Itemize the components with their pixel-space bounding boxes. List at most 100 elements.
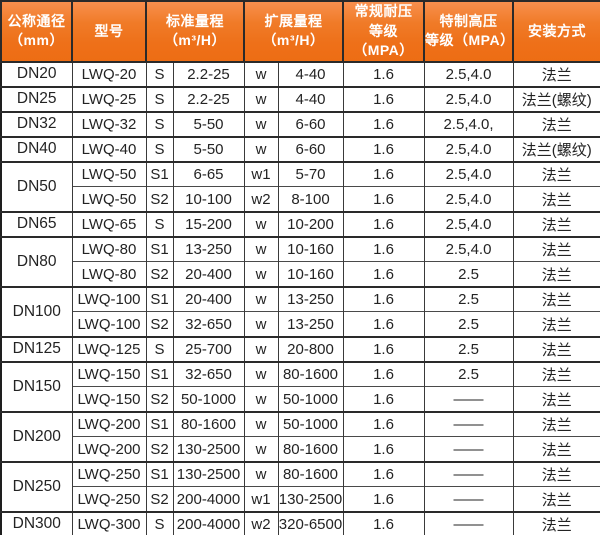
table-row: LWQ-150 S2 50-1000 w 50-1000 1.6 —— 法兰 (1, 386, 600, 412)
cell-pressure: 1.6 (342, 135, 425, 162)
cell-high-pressure: —— (423, 436, 514, 462)
cell-std-label: S (145, 510, 174, 535)
cell-pressure: 1.6 (342, 436, 425, 462)
cell-std-range: 10-100 (172, 186, 245, 212)
cell-high-pressure: 2.5,4.0 (423, 60, 514, 87)
cell-dn: DN300 (0, 510, 73, 535)
cell-std-label: S1 (145, 360, 174, 387)
table-row: LWQ-200 S2 130-2500 w 80-1600 1.6 —— 法兰 (1, 436, 600, 462)
cell-pressure: 1.6 (342, 186, 425, 212)
cell-pressure: 1.6 (342, 235, 425, 262)
cell-model: LWQ-65 (71, 210, 147, 237)
header-high-pressure-rating: 特制高压 等级（MPA） (423, 0, 514, 63)
cell-model: LWQ-100 (71, 285, 147, 312)
cell-pressure: 1.6 (342, 110, 425, 137)
cell-ext-label: w2 (243, 186, 279, 212)
cell-ext-range: 10-200 (277, 210, 344, 237)
cell-model: LWQ-25 (71, 85, 147, 112)
table-row: DN80 LWQ-80 S1 13-250 w 10-160 1.6 2.5,4… (0, 235, 600, 287)
cell-ext-range: 50-1000 (277, 386, 344, 412)
cell-std-label: S1 (145, 410, 174, 437)
cell-mount: 法兰 (512, 60, 600, 87)
table-row: LWQ-80 S2 20-400 w 10-160 1.6 2.5 法兰 (1, 261, 600, 287)
cell-pressure: 1.6 (342, 60, 425, 87)
cell-mount: 法兰(螺纹) (512, 135, 600, 162)
cell-mount: 法兰 (512, 510, 600, 535)
cell-std-range: 25-700 (172, 335, 245, 362)
cell-high-pressure: 2.5,4.0 (423, 135, 514, 162)
cell-dn: DN200 (0, 410, 73, 462)
cell-mount: 法兰 (512, 186, 600, 212)
cell-ext-range: 13-250 (277, 285, 344, 312)
cell-std-label: S1 (145, 160, 174, 187)
cell-model: LWQ-250 (71, 486, 147, 512)
cell-high-pressure: 2.5 (423, 285, 514, 312)
cell-ext-label: w1 (243, 486, 279, 512)
cell-ext-label: w (243, 311, 279, 337)
cell-ext-label: w1 (243, 160, 279, 187)
cell-model: LWQ-50 (71, 160, 147, 187)
cell-std-label: S1 (145, 235, 174, 262)
cell-std-range: 130-2500 (172, 460, 245, 487)
cell-std-range: 13-250 (172, 235, 245, 262)
cell-mount: 法兰 (512, 460, 600, 487)
cell-ext-range: 320-6500 (277, 510, 344, 535)
cell-pressure: 1.6 (342, 160, 425, 187)
cell-mount: 法兰 (512, 235, 600, 262)
table-row: DN200 LWQ-200 S1 80-1600 w 50-1000 1.6 —… (0, 410, 600, 462)
cell-pressure: 1.6 (342, 386, 425, 412)
cell-dn: DN150 (0, 360, 73, 412)
cell-pressure: 1.6 (342, 261, 425, 287)
cell-std-label: S1 (145, 460, 174, 487)
cell-ext-range: 13-250 (277, 311, 344, 337)
cell-dn: DN20 (0, 60, 73, 87)
cell-std-range: 5-50 (172, 110, 245, 137)
table-row: DN300 LWQ-300 S 200-4000 w2 320-6500 1.6… (0, 510, 600, 535)
cell-high-pressure: 2.5 (423, 360, 514, 387)
cell-mount: 法兰(螺纹) (512, 85, 600, 112)
cell-model: LWQ-200 (71, 410, 147, 437)
cell-ext-range: 10-160 (277, 235, 344, 262)
cell-ext-range: 4-40 (277, 85, 344, 112)
cell-ext-label: w (243, 285, 279, 312)
cell-ext-label: w (243, 360, 279, 387)
cell-model: LWQ-125 (71, 335, 147, 362)
cell-std-range: 15-200 (172, 210, 245, 237)
cell-high-pressure: 2.5,4.0 (423, 85, 514, 112)
header-extended-range: 扩展量程 （m³/H） (243, 0, 344, 63)
cell-std-label: S2 (145, 436, 174, 462)
cell-ext-label: w (243, 261, 279, 287)
cell-pressure: 1.6 (342, 285, 425, 312)
cell-dn: DN32 (0, 110, 73, 137)
cell-high-pressure: 2.5,4.0 (423, 186, 514, 212)
cell-ext-range: 8-100 (277, 186, 344, 212)
cell-ext-label: w (243, 410, 279, 437)
cell-dn: DN100 (0, 285, 73, 337)
cell-ext-range: 130-2500 (277, 486, 344, 512)
cell-ext-range: 6-60 (277, 135, 344, 162)
cell-std-label: S2 (145, 261, 174, 287)
cell-model: LWQ-150 (71, 386, 147, 412)
cell-ext-range: 6-60 (277, 110, 344, 137)
cell-std-label: S (145, 335, 174, 362)
cell-pressure: 1.6 (342, 335, 425, 362)
cell-std-label: S1 (145, 285, 174, 312)
cell-ext-range: 80-1600 (277, 460, 344, 487)
cell-high-pressure: —— (423, 510, 514, 535)
cell-std-label: S2 (145, 486, 174, 512)
table-row: DN40 LWQ-40 S 5-50 w 6-60 1.6 2.5,4.0 法兰… (0, 135, 600, 162)
cell-mount: 法兰 (512, 311, 600, 337)
cell-high-pressure: 2.5 (423, 261, 514, 287)
cell-pressure: 1.6 (342, 460, 425, 487)
cell-ext-range: 50-1000 (277, 410, 344, 437)
cell-pressure: 1.6 (342, 85, 425, 112)
cell-high-pressure: —— (423, 410, 514, 437)
cell-model: LWQ-80 (71, 235, 147, 262)
cell-ext-label: w (243, 210, 279, 237)
cell-high-pressure: 2.5,4.0 (423, 235, 514, 262)
cell-dn: DN250 (0, 460, 73, 512)
table-row: DN125 LWQ-125 S 25-700 w 20-800 1.6 2.5 … (0, 335, 600, 362)
cell-pressure: 1.6 (342, 410, 425, 437)
cell-ext-label: w (243, 235, 279, 262)
